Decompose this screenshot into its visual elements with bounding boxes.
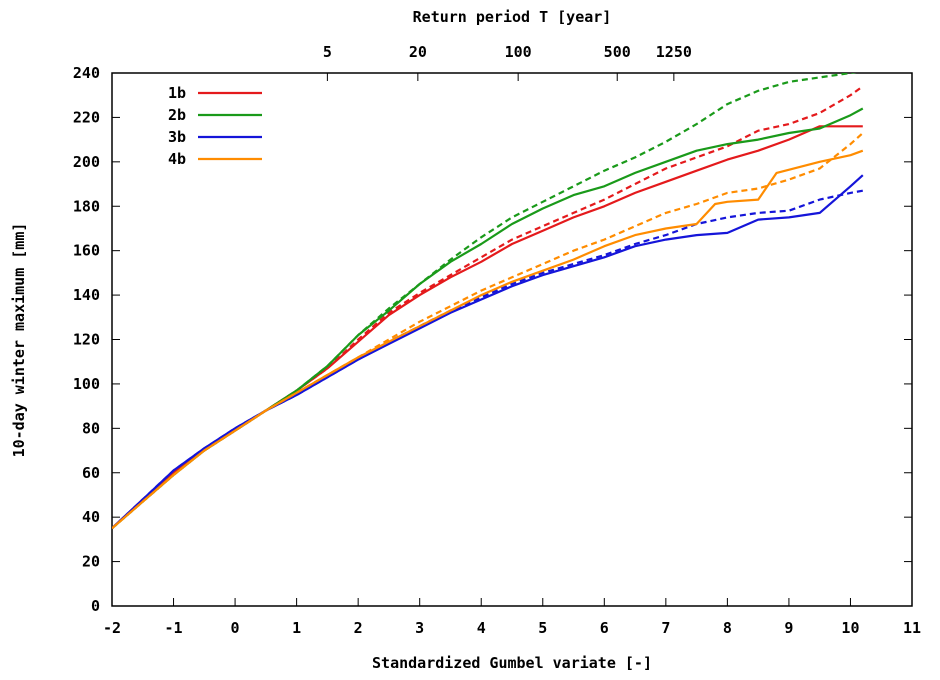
y-axis-title: 10-day winter maximum [mm] <box>10 223 28 458</box>
x-tick-label: 9 <box>784 619 793 637</box>
series-line-2b <box>112 107 864 530</box>
y-tick-label: 100 <box>73 375 100 393</box>
y-tick-label: 120 <box>73 331 100 349</box>
y-tick-label: 220 <box>73 108 100 126</box>
y-tick-label: 40 <box>82 508 100 526</box>
x-tick-label: 8 <box>723 619 732 637</box>
y-tick-label: 240 <box>73 64 100 82</box>
legend: 1b 2b 3b 4b <box>168 84 262 168</box>
y-tick-label: 160 <box>73 242 100 260</box>
top-tick-label: 1250 <box>656 43 692 61</box>
x-axis-title: Standardized Gumbel variate [-] <box>372 654 652 672</box>
top-tick-label: 20 <box>409 43 427 61</box>
series-line-1b <box>112 125 863 530</box>
series-line-3b <box>112 174 864 530</box>
y-tick-label: 140 <box>73 286 100 304</box>
x-tick-label: 3 <box>415 619 424 637</box>
legend-label-1b: 1b <box>168 84 186 102</box>
plot-frame <box>111 72 913 607</box>
top-tick-label: 100 <box>505 43 532 61</box>
axes: -2 -1 0 1 2 3 4 5 6 7 8 9 10 11 0 20 40 60 80 100 120 140 160 1… <box>73 43 921 637</box>
x-tick-label: 1 <box>292 619 301 637</box>
y-tick-label: 60 <box>82 464 100 482</box>
y-tick-label: 20 <box>82 553 100 571</box>
x-tick-label: 10 <box>841 619 859 637</box>
x-tick-label: 2 <box>354 619 363 637</box>
series-line-4b <box>112 149 864 530</box>
series-line-dashed-3 <box>112 73 857 530</box>
x-tick-label: 4 <box>477 619 486 637</box>
x-tick-label: -1 <box>165 619 183 637</box>
legend-label-3b: 3b <box>168 128 186 146</box>
y-tick-label: 200 <box>73 153 100 171</box>
series-layer <box>112 73 864 530</box>
y-tick-label: 180 <box>73 197 100 215</box>
x-tick-label: -2 <box>103 619 121 637</box>
x-tick-label: 6 <box>600 619 609 637</box>
legend-label-4b: 4b <box>168 150 186 168</box>
top-tick-label: 5 <box>323 43 332 61</box>
x-tick-label: 0 <box>231 619 240 637</box>
series-line-dashed-5 <box>112 189 863 530</box>
legend-label-2b: 2b <box>168 106 186 124</box>
top-tick-label: 500 <box>604 43 631 61</box>
x-tick-label: 7 <box>661 619 670 637</box>
y-tick-label: 80 <box>82 419 100 437</box>
x-tick-label: 11 <box>903 619 921 637</box>
y-tick-label: 0 <box>91 597 100 615</box>
series-line-dashed-7 <box>112 132 864 530</box>
top-axis-title: Return period T [year] <box>413 8 612 26</box>
x-tick-label: 5 <box>538 619 547 637</box>
